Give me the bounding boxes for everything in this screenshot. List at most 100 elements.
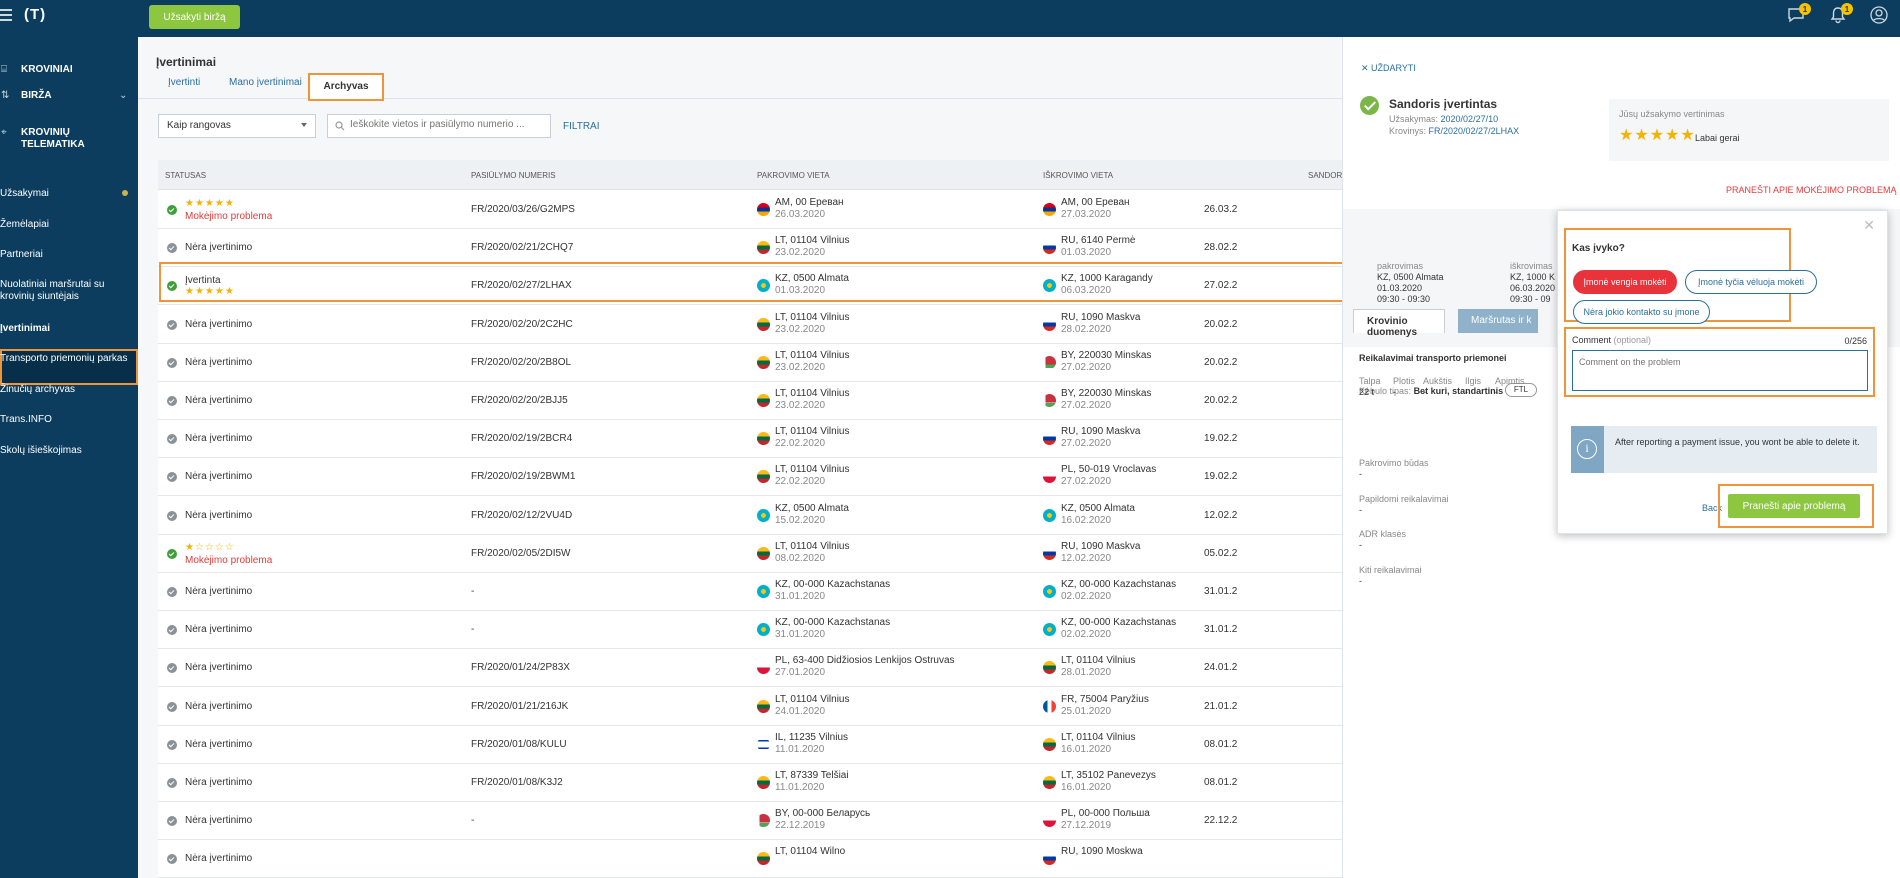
close-button[interactable]: ✕ UŽDARYTI (1361, 63, 1416, 73)
sidebar-active-highlight (0, 349, 138, 385)
sidebar-item-telematics[interactable]: ⌖ KROVINIŲ TELEMATIKA (1, 127, 85, 150)
deal-date: 19.02.2 (1204, 471, 1238, 483)
offer-number: FR/2020/03/26/G2MPS (471, 204, 575, 215)
chevron-down-icon (301, 123, 307, 127)
pl-flag-icon (1043, 814, 1056, 828)
notifications-icon[interactable]: 1 (1829, 3, 1853, 24)
tab-route[interactable]: Maršrutas ir k (1458, 309, 1538, 333)
filters-link[interactable]: FILTRAI (563, 121, 600, 132)
ru-flag-icon (1043, 432, 1056, 446)
lt-flag-icon (757, 546, 770, 560)
table-row[interactable]: Nėra įvertinimo - KZ, 00-000 Kazachstana… (158, 611, 1342, 650)
messages-badge: 1 (1799, 3, 1811, 15)
offer-number: FR/2020/02/12/2VU4D (471, 509, 573, 521)
col-status[interactable]: STATUSAS (165, 171, 207, 180)
table-row[interactable]: Nėra įvertinimo FR/2020/02/21/2CHQ7 LT, … (158, 229, 1342, 268)
tab-cargo-data[interactable]: Krovinio duomenys (1353, 309, 1445, 338)
table-row[interactable]: Įvertinta ★★★★★ FR/2020/02/27/2LHAX KZ, … (158, 267, 1342, 306)
table-row[interactable]: Nėra įvertinimo FR/2020/02/19/2BCR4 LT, … (158, 420, 1342, 459)
sidebar-item-routes[interactable]: Nuolatiniai maršrutai su krovinių siuntė… (0, 279, 105, 302)
logo[interactable]: (T) (24, 6, 47, 23)
option-no-contact[interactable]: Nėra jokio kontakto su įmone (1573, 300, 1710, 324)
deal-date: 20.02.2 (1204, 356, 1238, 368)
deal-date: 08.01.2 (1204, 777, 1238, 788)
report-problem-button[interactable]: Pranešti apie problemą (1728, 494, 1860, 518)
table-row[interactable]: ★☆☆☆☆ Mokėjimo problema FR/2020/02/05/2D… (158, 535, 1342, 573)
report-payment-problem-link[interactable]: PRANEŠTI APIE MOKĖJIMO PROBLEMĄ (1726, 185, 1897, 195)
kz-flag-icon (757, 508, 770, 522)
option-avoids-payment[interactable]: Įmonė vengia mokėti (1573, 270, 1677, 294)
deal-date: 21.01.2 (1204, 700, 1238, 712)
cargo-link[interactable]: FR/2020/02/27/2LHAX (1428, 126, 1520, 136)
main-content: Įvertinimai Įvertinti Mano įvertinimai A… (138, 37, 1342, 878)
table-row[interactable]: Nėra įvertinimo FR/2020/02/20/2C2HC LT, … (158, 306, 1342, 344)
offer-number: FR/2020/02/19/2BWM1 (471, 471, 576, 483)
lt-flag-icon (1043, 661, 1056, 675)
col-loading-place[interactable]: PAKROVIMO VIETA (757, 171, 830, 180)
option-delays-payment[interactable]: Įmonė tyčia vėluoja mokėti (1685, 270, 1817, 294)
status-text: Nėra įvertinimo (185, 471, 253, 483)
rating-box: Jūsų užsakymo vertinimas ★★★★★ Labai ger… (1609, 99, 1889, 161)
status-text: Nėra įvertinimo (185, 777, 253, 788)
table-row[interactable]: Nėra įvertinimo - BY, 00-000 Беларусь 22… (158, 802, 1342, 841)
kz-flag-icon (1043, 508, 1056, 522)
ru-flag-icon (1043, 852, 1056, 866)
sidebar: ⌸ KROVINIAI ⇅ BIRŽA ⌄ ⌖ KROVINIŲ TELEMAT… (0, 37, 138, 878)
back-link[interactable]: Back (1702, 503, 1723, 513)
rating-stars: ★☆☆☆☆ (185, 541, 235, 553)
col-deal[interactable]: SANDORI (1308, 171, 1342, 180)
status-check-icon (167, 396, 177, 406)
order-exchange-button[interactable]: Užsakyti biržą (149, 5, 240, 29)
menu-icon[interactable] (0, 9, 14, 21)
tab-my-ratings[interactable]: Mano įvertinimai (229, 77, 302, 88)
status-text: Nėra įvertinimo (185, 624, 253, 636)
by-flag-icon (1043, 355, 1056, 369)
offer-number: FR/2020/02/20/2B8OL (471, 356, 572, 368)
table-row[interactable]: Nėra įvertinimo FR/2020/01/08/K3J2 LT, 8… (158, 764, 1342, 802)
table-row[interactable]: Nėra įvertinimo FR/2020/02/20/2BJJ5 LT, … (158, 382, 1342, 420)
status-text: Nėra įvertinimo (185, 242, 253, 254)
submit-section: Pranešti apie problemą (1718, 484, 1874, 528)
rating-stars: ★★★★★ (185, 198, 235, 209)
offer-number: FR/2020/01/24/2P83X (471, 662, 570, 674)
offer-number: FR/2020/01/08/K3J2 (471, 777, 563, 788)
offer-number: FR/2020/02/20/2BJJ5 (471, 395, 568, 406)
status-text: Mokėjimo problema (185, 554, 273, 566)
table-row[interactable]: Nėra įvertinimo FR/2020/02/19/2BWM1 LT, … (158, 458, 1342, 497)
table-row[interactable]: Nėra įvertinimo FR/2020/02/20/2B8OL LT, … (158, 344, 1342, 382)
status-dot (122, 190, 128, 196)
tab-rate[interactable]: Įvertinti (168, 77, 201, 88)
status-check-icon (167, 434, 177, 445)
order-info: Užsakymas: 2020/02/27/10 (1389, 114, 1499, 124)
table-row[interactable]: Nėra įvertinimo FR/2020/02/12/2VU4D KZ, … (158, 497, 1342, 535)
status-check-icon (167, 510, 177, 521)
table-row[interactable]: Nėra įvertinimo FR/2020/01/21/216JK LT, … (158, 688, 1342, 726)
status-check-icon (167, 778, 177, 788)
table-row[interactable]: ★★★★★ Mokėjimo problema FR/2020/03/26/G2… (158, 191, 1342, 229)
offer-number: FR/2020/02/05/2DI5W (471, 547, 571, 559)
table-row[interactable]: Nėra įvertinimo FR/2020/01/08/KULU IL, 1… (158, 726, 1342, 764)
table-row[interactable]: Nėra įvertinimo - KZ, 00-000 Kazachstana… (158, 573, 1342, 611)
tab-archive[interactable]: Archyvas (308, 73, 384, 101)
selected-row-highlight (159, 262, 1344, 302)
role-select[interactable]: Kaip rangovas (158, 114, 316, 138)
status-check-icon (167, 587, 177, 597)
col-unloading-place[interactable]: IŠKROVIMO VIETA (1043, 171, 1114, 180)
ru-flag-icon (1043, 241, 1056, 255)
table-row[interactable]: Nėra įvertinimo LT, 01104 Wilno RU, 1090… (158, 840, 1342, 878)
search-input[interactable] (350, 119, 546, 130)
col-offer-number[interactable]: PASIŪLYMO NUMERIS (471, 171, 556, 180)
offer-number: FR/2020/01/21/216JK (471, 700, 569, 712)
order-link[interactable]: 2020/02/27/10 (1440, 114, 1499, 124)
lt-flag-icon (757, 394, 770, 407)
comment-input[interactable] (1572, 350, 1868, 391)
ftl-badge: FTL (1505, 383, 1537, 397)
close-icon[interactable]: ✕ (1863, 217, 1875, 233)
table-header: STATUSAS PASIŪLYMO NUMERIS PAKROVIMO VIE… (158, 160, 1342, 190)
messages-icon[interactable]: 1 (1787, 3, 1811, 24)
table-row[interactable]: Nėra įvertinimo FR/2020/01/24/2P83X PL, … (158, 649, 1342, 688)
status-text: Nėra įvertinimo (185, 509, 253, 521)
ru-flag-icon (1043, 546, 1056, 560)
user-avatar-icon[interactable] (1870, 6, 1888, 24)
lt-flag-icon (1043, 737, 1056, 751)
